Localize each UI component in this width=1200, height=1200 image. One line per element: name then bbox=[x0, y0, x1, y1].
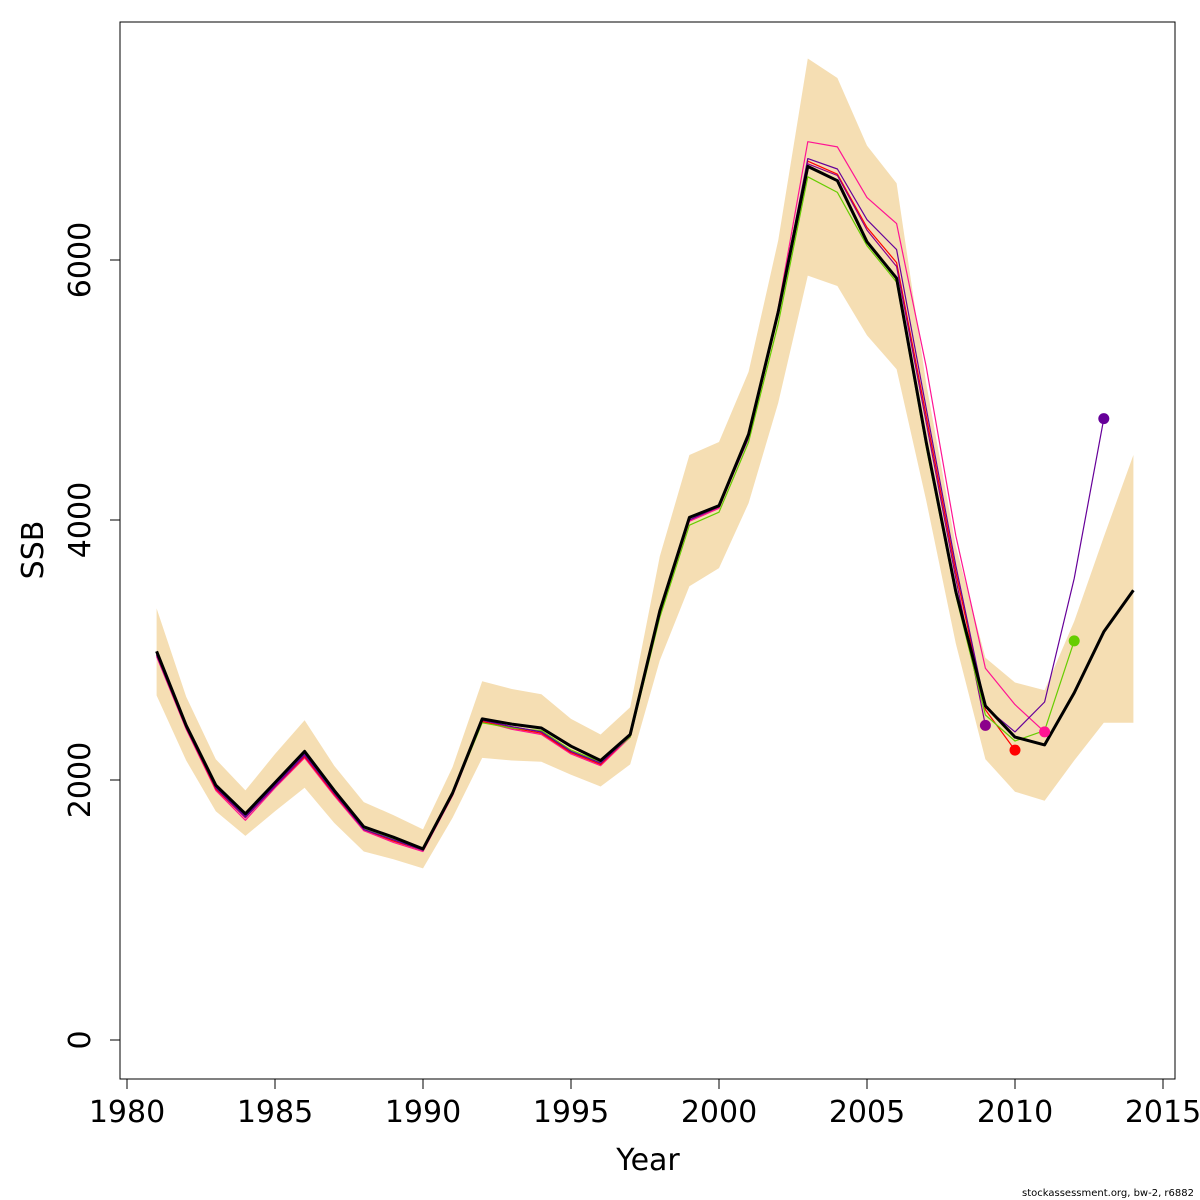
y-axis-title: SSB bbox=[16, 521, 51, 580]
y-axis: 0 2000 4000 6000 bbox=[63, 222, 121, 1050]
terminal-points-layer bbox=[979, 413, 1110, 756]
y-tick-label-4000: 4000 bbox=[63, 482, 98, 558]
ssb-main-line bbox=[155, 164, 1135, 851]
terminal-point-2009 bbox=[979, 719, 991, 731]
x-tick-label-2000: 2000 bbox=[681, 1095, 757, 1130]
y-tick-label-0: 0 bbox=[63, 1030, 98, 1049]
y-tick-label-6000: 6000 bbox=[63, 222, 98, 298]
terminal-point-2011 bbox=[1039, 726, 1051, 738]
ssb-retro-line-2 bbox=[156, 160, 1016, 851]
terminal-point-2013 bbox=[1098, 413, 1110, 425]
confidence-band bbox=[156, 58, 1134, 869]
plot-frame bbox=[119, 21, 1176, 1080]
footer-note: stockassessment.org, bw-2, r6882 bbox=[1022, 1188, 1194, 1199]
x-tick-label-1995: 1995 bbox=[533, 1095, 609, 1130]
x-tick-label-2005: 2005 bbox=[829, 1095, 905, 1130]
x-tick-label-2015: 2015 bbox=[1125, 1095, 1200, 1130]
terminal-point-2012 bbox=[1068, 635, 1080, 647]
x-tick-label-2010: 2010 bbox=[977, 1095, 1053, 1130]
series-layer bbox=[155, 141, 1135, 853]
x-axis-title: Year bbox=[615, 1143, 680, 1178]
y-tick-label-2000: 2000 bbox=[63, 742, 98, 818]
confidence-band-layer bbox=[156, 58, 1134, 869]
x-tick-label-1980: 1980 bbox=[89, 1095, 165, 1130]
x-tick-label-1990: 1990 bbox=[385, 1095, 461, 1130]
terminal-point-2010 bbox=[1009, 744, 1021, 756]
x-axis: 1980 1985 1990 1995 2000 2005 2010 2015 bbox=[89, 1078, 1200, 1130]
ssb-retro-line-1 bbox=[156, 141, 1046, 853]
x-tick-label-1985: 1985 bbox=[237, 1095, 313, 1130]
